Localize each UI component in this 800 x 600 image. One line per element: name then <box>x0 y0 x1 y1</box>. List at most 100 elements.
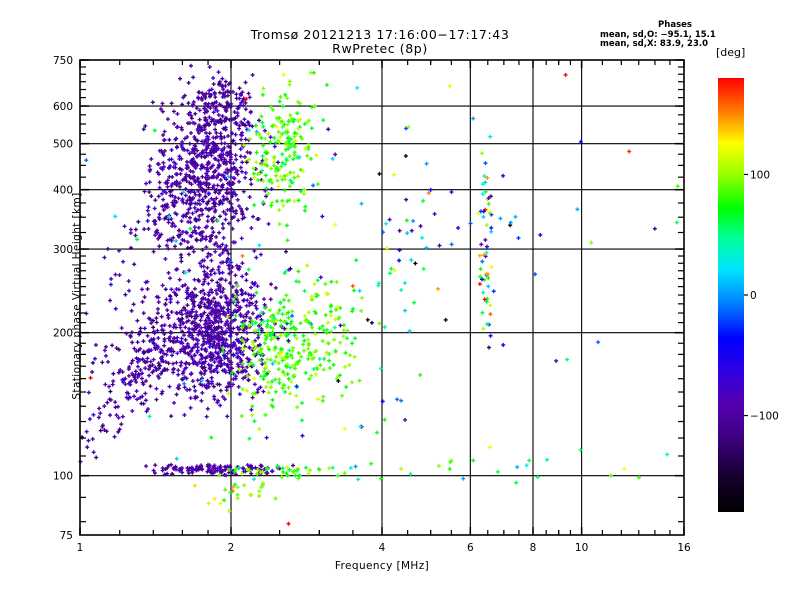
data-point <box>210 140 215 145</box>
data-point <box>293 473 298 478</box>
data-point <box>119 422 124 427</box>
data-point <box>254 150 259 155</box>
data-point <box>190 356 195 361</box>
data-point <box>142 189 147 194</box>
data-point <box>93 342 98 347</box>
data-point <box>185 165 190 170</box>
data-point <box>308 156 313 161</box>
gridlines <box>80 60 684 535</box>
data-point <box>231 191 236 196</box>
data-point <box>171 203 176 208</box>
data-point <box>347 362 352 367</box>
data-point <box>471 116 476 121</box>
data-point <box>211 215 216 220</box>
data-point <box>230 284 235 289</box>
data-point <box>176 368 181 373</box>
data-point <box>270 397 275 402</box>
data-point <box>192 225 197 230</box>
data-point <box>280 152 285 157</box>
data-point <box>200 234 205 239</box>
data-point <box>246 120 251 125</box>
data-point <box>287 467 292 472</box>
data-point <box>233 376 238 381</box>
data-point <box>563 72 568 77</box>
data-point <box>134 389 139 394</box>
data-point <box>261 143 266 148</box>
data-point <box>273 285 278 290</box>
data-point <box>160 101 165 106</box>
data-point <box>163 287 168 292</box>
data-point <box>240 387 245 392</box>
data-point <box>222 105 227 110</box>
data-point <box>413 261 418 266</box>
data-point <box>276 168 281 173</box>
data-point <box>235 111 240 116</box>
data-point <box>205 169 210 174</box>
data-point <box>155 328 160 333</box>
data-point <box>157 244 162 249</box>
data-point <box>108 282 113 287</box>
data-point <box>240 122 245 127</box>
data-point <box>321 328 326 333</box>
data-point <box>221 197 226 202</box>
data-point <box>264 435 269 440</box>
data-point <box>199 95 204 100</box>
data-point <box>328 313 333 318</box>
data-point <box>203 237 208 242</box>
y-tick-label: 300 <box>53 244 73 256</box>
data-point <box>195 345 200 350</box>
data-point <box>190 346 195 351</box>
data-point <box>192 277 197 282</box>
data-point <box>309 294 314 299</box>
data-point <box>197 124 202 129</box>
data-point <box>222 135 227 140</box>
data-point <box>280 160 285 165</box>
data-point <box>173 162 178 167</box>
data-point <box>231 340 236 345</box>
data-point <box>212 339 217 344</box>
colorbar-gradient[interactable] <box>718 78 744 512</box>
data-point <box>241 97 246 102</box>
data-point <box>271 123 276 128</box>
data-point <box>204 144 209 149</box>
data-point <box>174 125 179 130</box>
data-point <box>135 237 140 242</box>
data-point <box>327 358 332 363</box>
data-point <box>213 127 218 132</box>
data-point <box>341 328 346 333</box>
data-point <box>167 157 172 162</box>
data-point <box>113 306 118 311</box>
data-point <box>324 82 329 87</box>
data-point <box>471 458 476 463</box>
data-point <box>309 126 314 131</box>
data-point <box>211 230 216 235</box>
data-point <box>343 350 348 355</box>
data-point <box>193 192 198 197</box>
data-point <box>198 181 203 186</box>
data-point <box>128 245 133 250</box>
data-point <box>218 388 223 393</box>
data-point <box>230 131 235 136</box>
data-point <box>140 287 145 292</box>
data-point <box>143 398 148 403</box>
data-point <box>295 405 300 410</box>
data-point <box>161 207 166 212</box>
data-point <box>489 229 494 234</box>
data-point <box>122 224 127 229</box>
data-point <box>488 134 493 139</box>
data-point <box>217 202 222 207</box>
data-point <box>230 215 235 220</box>
data-point <box>278 333 283 338</box>
data-point <box>152 128 157 133</box>
data-point <box>91 450 96 455</box>
data-point <box>288 170 293 175</box>
data-point <box>230 194 235 199</box>
data-point <box>188 331 193 336</box>
data-point <box>202 291 207 296</box>
data-point <box>250 395 255 400</box>
colorbar-ticks: 100 0 −100 <box>744 169 779 423</box>
data-point <box>179 308 184 313</box>
data-point <box>226 263 231 268</box>
data-point <box>179 255 184 260</box>
